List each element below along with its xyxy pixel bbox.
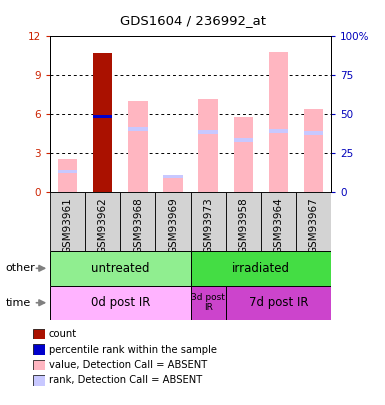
Text: GSM93967: GSM93967	[308, 197, 318, 254]
Text: GSM93964: GSM93964	[273, 197, 283, 254]
Bar	[269, 129, 288, 132]
Bar	[296, 192, 331, 251]
Bar	[121, 192, 156, 251]
Bar	[226, 286, 331, 320]
Bar	[199, 99, 218, 192]
Bar	[58, 159, 77, 192]
Bar	[191, 286, 226, 320]
Text: GSM93968: GSM93968	[133, 197, 143, 254]
Text: rank, Detection Call = ABSENT: rank, Detection Call = ABSENT	[49, 375, 202, 385]
Text: GSM93962: GSM93962	[98, 197, 108, 254]
Bar	[93, 115, 112, 118]
Bar	[191, 251, 331, 286]
Bar	[128, 128, 147, 131]
Bar	[93, 53, 112, 192]
Text: irradiated: irradiated	[232, 262, 290, 275]
Text: count: count	[49, 329, 77, 339]
Bar	[85, 192, 120, 251]
Bar	[234, 117, 253, 192]
Bar	[50, 192, 85, 251]
Text: time: time	[6, 298, 31, 308]
Bar	[304, 109, 323, 192]
Bar	[163, 175, 182, 192]
Bar	[191, 192, 226, 251]
Bar	[226, 192, 261, 251]
Text: GSM93958: GSM93958	[238, 197, 248, 254]
Text: 3d post
IR: 3d post IR	[191, 293, 225, 312]
Text: other: other	[6, 263, 35, 273]
Text: value, Detection Call = ABSENT: value, Detection Call = ABSENT	[49, 360, 207, 370]
Bar	[234, 138, 253, 142]
Bar	[163, 175, 182, 178]
Bar	[128, 101, 147, 192]
Bar	[156, 192, 191, 251]
Text: percentile rank within the sample: percentile rank within the sample	[49, 345, 217, 354]
Text: GSM93961: GSM93961	[63, 197, 73, 254]
Bar	[269, 52, 288, 192]
Text: 0d post IR: 0d post IR	[90, 296, 150, 309]
Bar	[261, 192, 296, 251]
Bar	[304, 131, 323, 135]
Bar	[50, 286, 191, 320]
Text: 7d post IR: 7d post IR	[249, 296, 308, 309]
Bar	[199, 130, 218, 134]
Text: untreated: untreated	[91, 262, 149, 275]
Bar	[50, 251, 191, 286]
Text: GSM93973: GSM93973	[203, 197, 213, 254]
Text: GDS1604 / 236992_at: GDS1604 / 236992_at	[119, 14, 266, 27]
Bar	[58, 170, 77, 173]
Text: GSM93969: GSM93969	[168, 197, 178, 254]
